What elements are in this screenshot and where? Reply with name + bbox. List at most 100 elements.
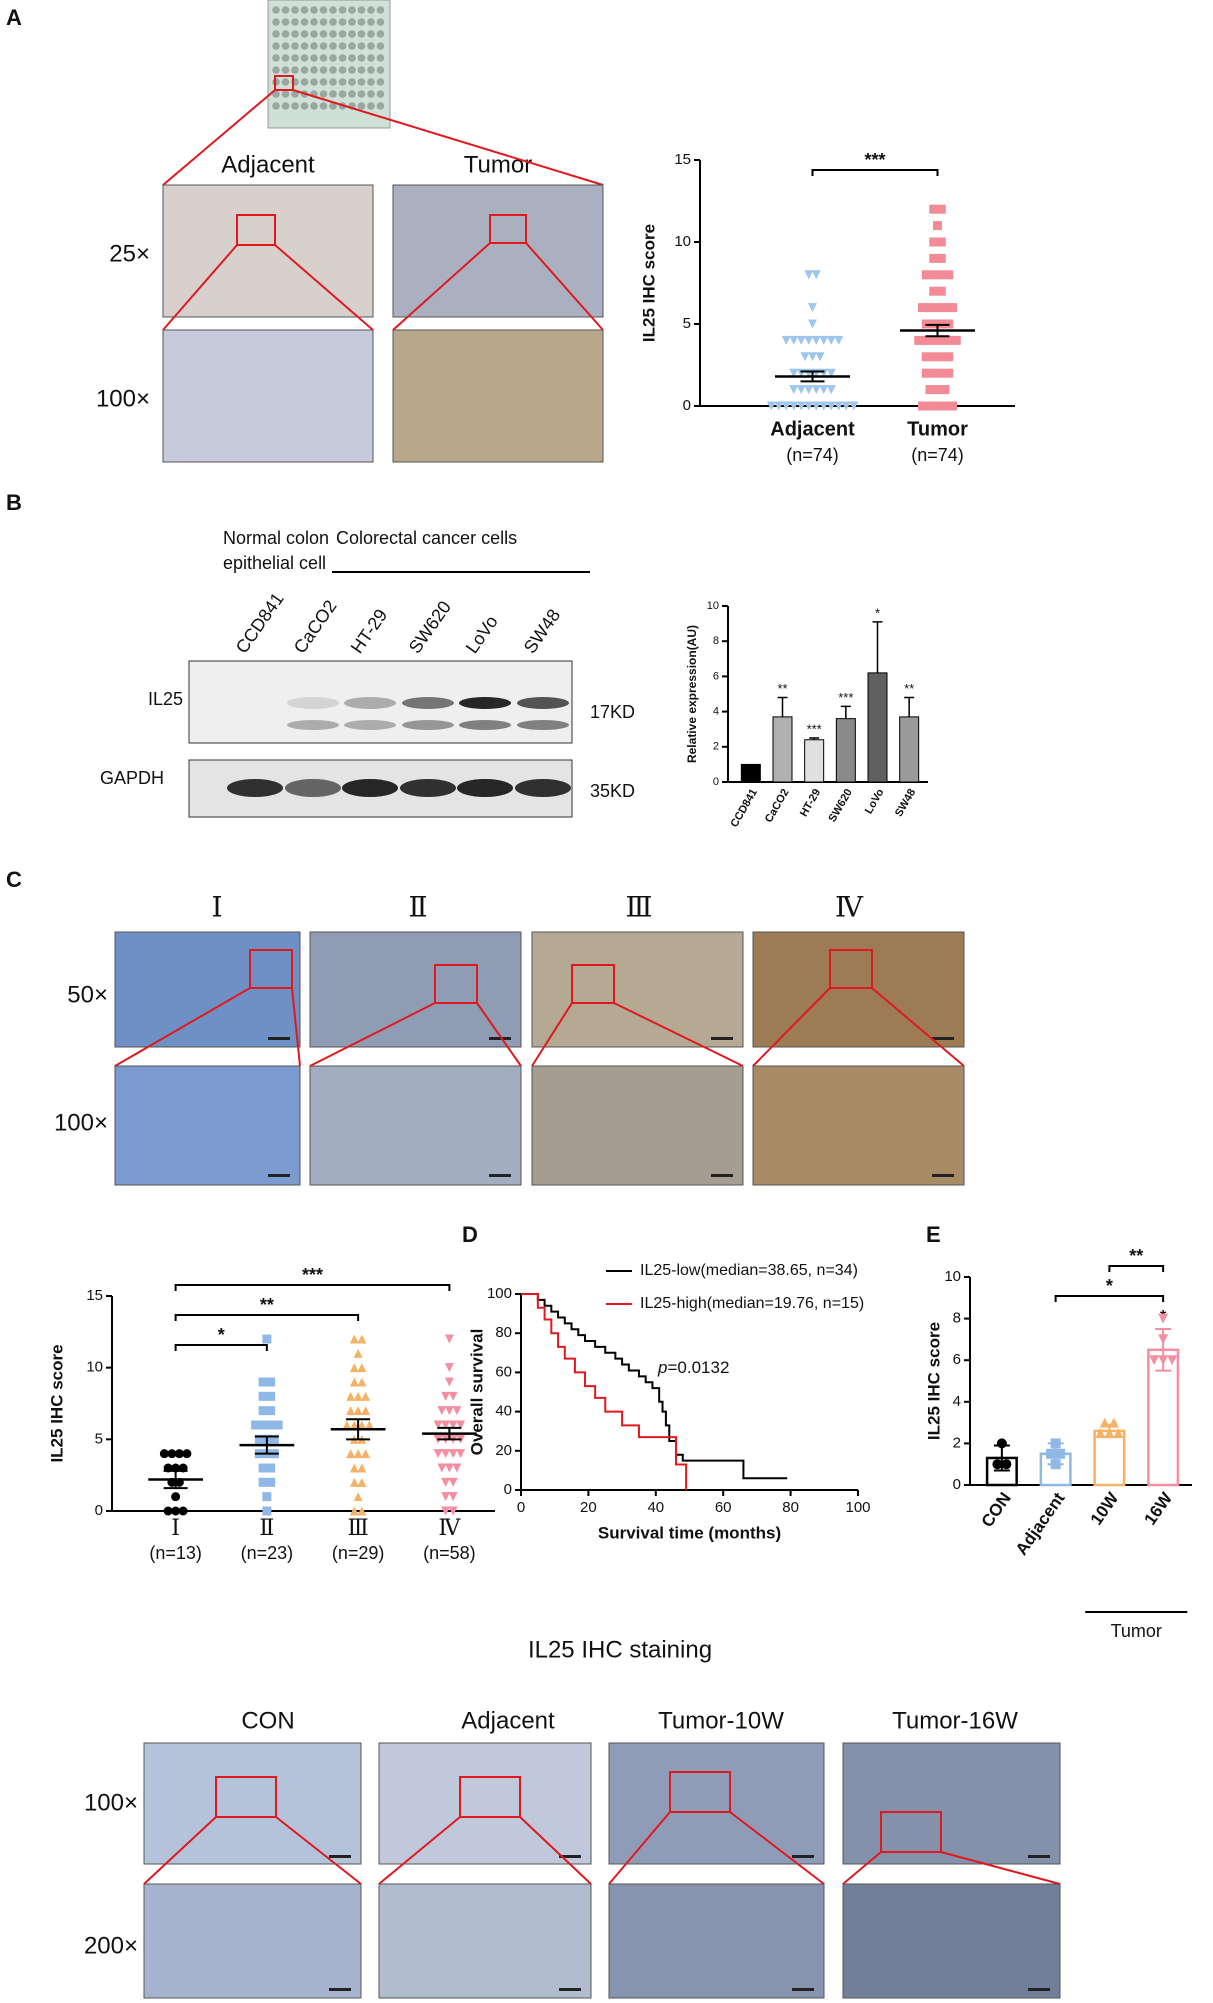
data-point <box>456 1449 466 1459</box>
data-point <box>353 1492 363 1502</box>
tissue-core <box>376 66 385 74</box>
data-point <box>992 1459 1003 1470</box>
data-point <box>444 1406 454 1416</box>
data-point <box>996 1438 1007 1449</box>
x-tick-label: SW48 <box>893 787 918 819</box>
significance-bracket <box>1054 1295 1165 1302</box>
data-point <box>346 1406 356 1416</box>
sem-bar <box>925 323 950 338</box>
tissue-core <box>291 102 299 110</box>
data-point <box>944 368 954 378</box>
zoom-box <box>571 964 615 1004</box>
n-label: (n=23) <box>241 1543 294 1563</box>
scale-bar <box>329 1855 351 1858</box>
data-point <box>1158 1355 1169 1366</box>
significance-label: * <box>218 1325 225 1345</box>
significance-label: *** <box>838 690 853 705</box>
data-point <box>1104 1428 1115 1438</box>
zoom-box <box>215 1776 277 1818</box>
x-tick-label: CaCO2 <box>763 787 792 825</box>
bar <box>867 672 888 783</box>
data-point <box>262 1492 272 1502</box>
tissue-core <box>281 42 290 50</box>
data-point <box>433 1449 443 1459</box>
data-point <box>789 368 799 378</box>
tissue-core <box>310 66 318 74</box>
sem-bar <box>346 1418 371 1441</box>
data-point <box>933 221 942 231</box>
tissue-core <box>367 30 375 38</box>
data-point <box>921 270 931 280</box>
data-point <box>266 1463 276 1473</box>
bar <box>772 716 793 783</box>
data-point <box>914 335 924 345</box>
data-point <box>789 385 799 395</box>
data-point <box>353 1406 363 1416</box>
tissue-core <box>281 6 290 14</box>
tissue-core <box>348 18 356 26</box>
tissue-core <box>272 90 280 98</box>
data-point <box>925 303 935 313</box>
group-label: Tumor <box>1111 1621 1162 1641</box>
tissue-core <box>348 78 356 86</box>
y-tick-label: 20 <box>495 1442 512 1459</box>
error-bar <box>904 696 915 717</box>
blot-band <box>515 779 571 797</box>
tissue-core <box>281 102 290 110</box>
zoom-line <box>940 1851 1061 1885</box>
x-tick-label: CON <box>978 1489 1015 1531</box>
data-point <box>1099 1417 1110 1428</box>
data-point <box>357 1506 367 1516</box>
data-point <box>346 1391 356 1401</box>
blot-band <box>227 779 283 797</box>
data-point <box>448 1391 458 1401</box>
significance-bracket <box>174 1344 268 1351</box>
data-point <box>258 1463 268 1473</box>
tissue-core <box>319 18 328 26</box>
micrograph <box>842 1883 1061 1999</box>
tissue-core <box>367 78 375 86</box>
x-tick-label: LoVo <box>863 787 887 816</box>
data-point <box>936 270 946 280</box>
data-point <box>262 1334 272 1344</box>
blot-band <box>287 697 339 709</box>
scale-bar <box>1028 1855 1050 1858</box>
data-point <box>357 1477 367 1487</box>
data-point <box>258 1420 268 1430</box>
data-point <box>357 1363 367 1373</box>
data-point <box>826 401 836 411</box>
tissue-core <box>300 6 309 14</box>
tissue-core <box>300 66 309 74</box>
zoom-box <box>249 949 293 989</box>
significance-label: *** <box>864 150 885 170</box>
tissue-core <box>300 30 309 38</box>
tissue-core <box>329 78 337 86</box>
tissue-core <box>319 30 328 38</box>
zoom-line <box>608 1811 671 1885</box>
data-point <box>353 1348 363 1358</box>
tissue-core <box>281 30 290 38</box>
significance-bracket <box>174 1314 360 1321</box>
y-tick-label: 5 <box>683 315 691 332</box>
tissue-core <box>310 42 318 50</box>
data-point <box>441 1506 451 1516</box>
data-point <box>826 385 836 395</box>
x-tick-label: CCD841 <box>728 787 759 830</box>
tissue-core <box>319 66 328 74</box>
tissue-core <box>300 78 309 86</box>
data-point <box>258 1477 268 1487</box>
n-label: (n=74) <box>911 445 964 465</box>
scale-bar <box>792 1855 814 1858</box>
group-label: Normal colon <box>223 528 329 548</box>
y-tick-label: 80 <box>495 1324 512 1341</box>
data-point <box>441 1420 451 1430</box>
data-point <box>182 1449 192 1459</box>
data-point <box>441 1492 451 1502</box>
zoom-line <box>291 987 301 1067</box>
tissue-core <box>367 66 375 74</box>
tissue-core <box>357 102 366 110</box>
data-point <box>918 303 927 313</box>
data-point <box>1158 1313 1169 1324</box>
tissue-core <box>300 18 309 26</box>
data-point <box>796 335 806 345</box>
